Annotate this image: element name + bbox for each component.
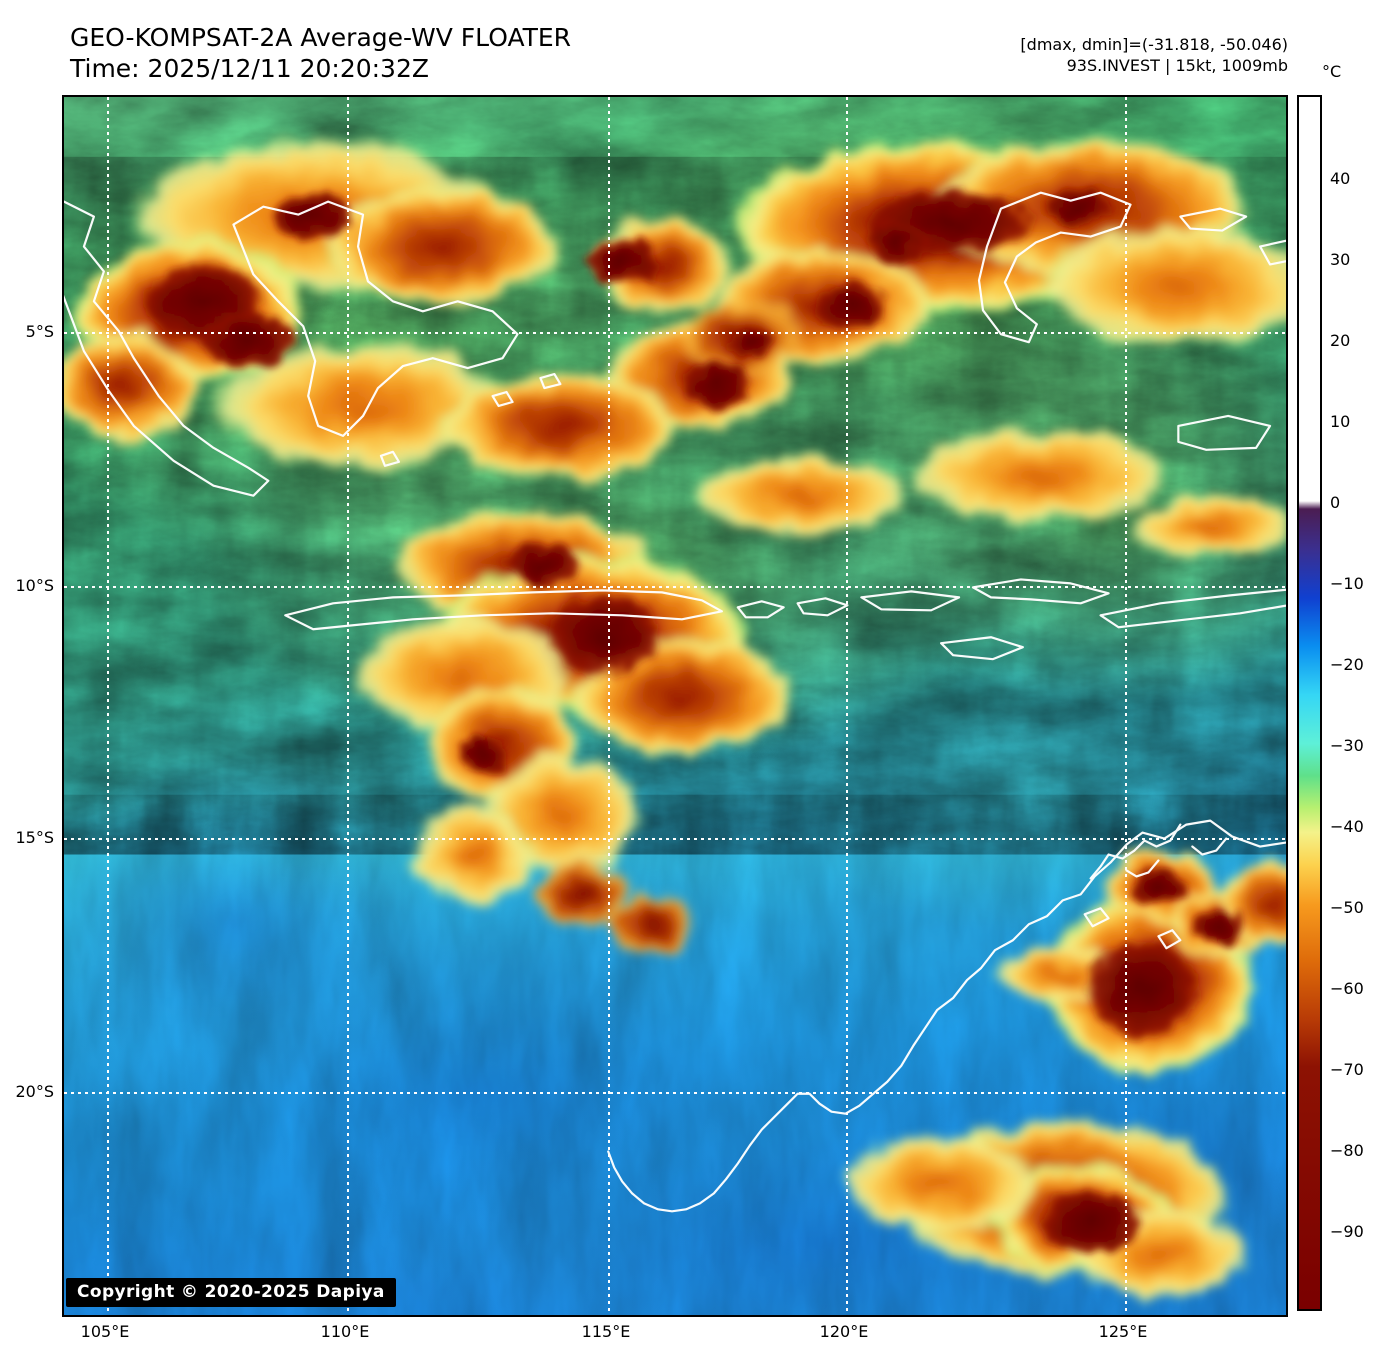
lon-tick-125E: 125°E xyxy=(1098,1322,1148,1341)
satellite-map-panel[interactable] xyxy=(62,95,1288,1317)
convective-cold-cores xyxy=(141,188,1247,1256)
colorbar-tick-m60: −60 xyxy=(1330,979,1364,998)
coastline-overlay xyxy=(64,191,1286,1213)
lon-tick-120E: 120°E xyxy=(819,1322,869,1341)
copyright-badge: Copyright © 2020-2025 Dapiya xyxy=(66,1278,396,1307)
colorbar-unit-label: °C xyxy=(1322,62,1342,81)
colorbar-tick-10: 10 xyxy=(1330,412,1351,431)
storm-info-label: 93S.INVEST | 15kt, 1009mb xyxy=(1066,56,1288,75)
lat-tick-20S: 20°S xyxy=(15,1082,54,1101)
colorbar-tick-40: 40 xyxy=(1330,169,1351,188)
lon-tick-115E: 115°E xyxy=(581,1322,631,1341)
colorbar-tick-m80: −80 xyxy=(1330,1141,1364,1160)
lon-tick-110E: 110°E xyxy=(320,1322,370,1341)
colorbar-gradient xyxy=(1299,97,1320,1309)
colorbar-tick-0: 0 xyxy=(1330,493,1341,512)
colorbar-tick-m70: −70 xyxy=(1330,1060,1364,1079)
data-minmax-label: [dmax, dmin]=(-31.818, -50.046) xyxy=(1020,35,1288,54)
lat-tick-10S: 10°S xyxy=(15,576,54,595)
colorbar-tick-m40: −40 xyxy=(1330,817,1364,836)
timestamp-label: Time: 2025/12/11 20:20:32Z xyxy=(70,54,429,83)
lat-tick-5S: 5°S xyxy=(25,322,54,341)
metadata-block: [dmax, dmin]=(-31.818, -50.046) 93S.INVE… xyxy=(1020,34,1288,76)
colorbar-tick-m90: −90 xyxy=(1330,1222,1364,1241)
colorbar-tick-m10: −10 xyxy=(1330,574,1364,593)
colorbar-tick-30: 30 xyxy=(1330,250,1351,269)
colorbar[interactable] xyxy=(1297,95,1322,1311)
colorbar-tick-m30: −30 xyxy=(1330,736,1364,755)
colorbar-tick-20: 20 xyxy=(1330,331,1351,350)
lon-tick-105E: 105°E xyxy=(80,1322,130,1341)
colorbar-tick-m50: −50 xyxy=(1330,898,1364,917)
water-vapor-imagery xyxy=(64,97,1286,1315)
page-title: GEO-KOMPSAT-2A Average-WV FLOATER Time: … xyxy=(70,22,571,84)
product-title: GEO-KOMPSAT-2A Average-WV FLOATER xyxy=(70,23,572,52)
lat-tick-15S: 15°S xyxy=(15,828,54,847)
colorbar-tick-m20: −20 xyxy=(1330,655,1364,674)
